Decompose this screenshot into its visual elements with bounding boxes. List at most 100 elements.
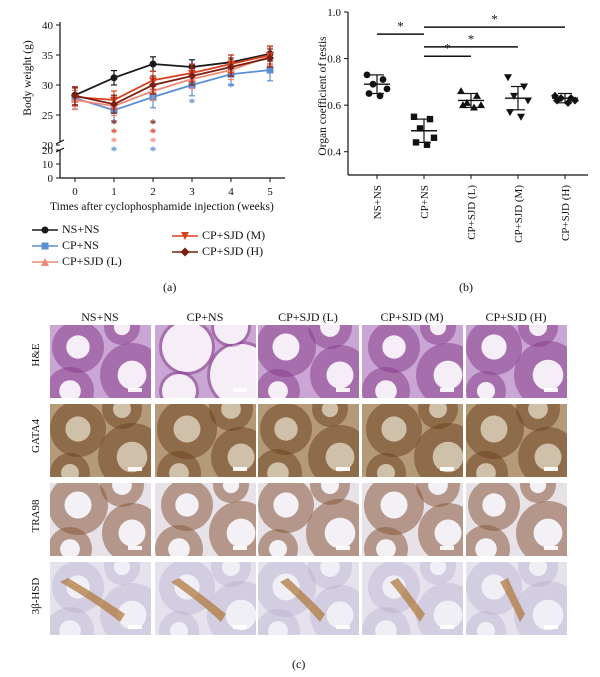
tubule-lumen [375,380,397,398]
tubule-lumen [116,441,148,473]
tubule-lumen [227,443,255,471]
scale-bar [544,625,558,629]
tubule-lumen [113,404,131,418]
tubule-lumen [66,335,90,359]
micrograph-tra98-cp-sjd-m [362,483,463,556]
tubule-lumen [61,464,79,477]
micrograph-he-cp-sjd-m [362,325,463,398]
tubule-lumen [533,518,563,548]
significance-star: * [150,134,157,149]
tissue-image [157,404,256,477]
tubule-lumen [529,562,547,576]
column-header-cp-ns: CP+NS [186,310,224,324]
y-tick-label: 40 [42,20,54,32]
tubule-lumen [169,463,189,477]
tissue-image [258,325,359,398]
tubule-lumen [175,493,199,517]
legend-item-ns-ns: NS+NS [32,222,99,237]
series-line [74,57,271,106]
data-point [470,103,478,111]
scale-bar [233,546,247,550]
tissue-image [466,404,567,477]
scale-bar [440,625,454,629]
tissue-image [364,483,463,556]
scale-bar [128,546,142,550]
micrograph-gata4-cp-sjd-l [258,404,359,477]
micrograph-3b-hsd-cp-ns [155,562,256,635]
tubule-lumen [162,325,212,372]
data-point [426,115,434,123]
scale-bar [544,467,558,471]
micrograph-gata4-ns-ns [50,404,151,477]
tubule-lumen [60,539,80,556]
scale-bar [233,388,247,392]
scale-bar [128,467,142,471]
data-point [365,90,373,97]
legend-label: CP+SJD (M) [202,228,266,242]
x-tick-label: CP+SJD (M) [513,185,525,243]
tubule-lumen [532,359,564,391]
data-point [423,141,431,148]
row-header-3b-hsd: 3β-HSD [30,577,42,615]
tubule-lumen [477,622,495,635]
legend-item-cp-ns: CP+NS [32,238,99,253]
x-tick-label: 0 [72,186,78,198]
legend-item-cp-sjd-h: CP+SJD (H) [172,244,263,259]
tubule-lumen [269,540,287,556]
leydig-cell-staining [60,578,125,622]
y-tick-label: 20 [42,140,54,152]
triangle-down-marker-icon [172,231,198,240]
data-point [149,60,157,68]
tubule-lumen [221,404,241,419]
column-header-cp-sjd-h: CP+SJD (H) [485,310,547,324]
significance-star: * [491,11,498,26]
tissue-image [258,404,359,477]
scale-bar [544,388,558,392]
leydig-cell-staining [500,578,525,622]
leydig-cell-staining [171,578,226,622]
tubule-lumen [375,620,397,635]
column-header-cp-sjd-m: CP+SJD (M) [380,310,444,324]
data-point [571,96,579,105]
data-point [227,63,235,71]
scale-bar [128,625,142,629]
micrograph-gata4-cp-sjd-m [362,404,463,477]
tubule-lumen [481,334,507,360]
tubule-lumen [162,374,196,398]
micrograph-tra98-cp-sjd-l [258,483,359,556]
data-point [412,139,420,146]
data-point [473,91,481,99]
data-point [416,125,424,132]
tissue-image [50,325,151,398]
tubule-lumen [481,574,507,600]
tubule-lumen [226,518,256,548]
legend-item-cp-sjd-l: CP+SJD (L) [32,254,122,269]
legend-label: CP+SJD (H) [202,244,264,258]
tubule-lumen [432,441,463,473]
tubule-lumen [268,621,288,635]
data-point [71,91,79,100]
tissue-image [466,562,567,635]
data-point [188,72,196,80]
row-header-gata4: GATA4 [30,419,42,453]
tubule-lumen [173,415,201,443]
series-line [74,52,271,97]
series-line [74,69,271,112]
axis-break-mark [55,139,65,145]
tubule-lumen [429,325,447,336]
tissue-image [362,325,463,398]
data-point [110,74,118,82]
data-point [510,92,518,100]
significance-star: * [111,134,118,149]
panel-a-letter: (a) [163,280,177,294]
data-point [379,76,387,83]
tubule-lumen [222,562,240,576]
tissue-image [155,483,256,556]
tissue-image [258,483,359,556]
tubule [100,483,144,507]
panel-a-xlabel: Times after cyclophosphamide injection (… [50,201,274,213]
y-tick-label: 0 [48,173,54,185]
scale-bar [233,625,247,629]
x-tick-label: 3 [189,186,195,198]
micrograph-tra98-ns-ns [50,483,151,556]
